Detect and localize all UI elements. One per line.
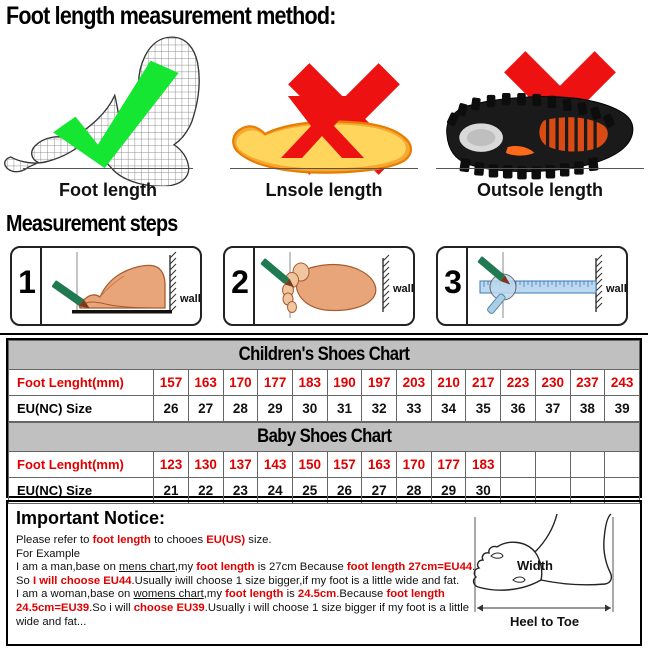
svg-text:wall: wall xyxy=(179,293,201,305)
svg-text:Heel to Toe: Heel to Toe xyxy=(510,614,579,629)
svg-text:wall: wall xyxy=(605,283,627,295)
svg-text:Width: Width xyxy=(517,558,553,573)
svg-text:wall: wall xyxy=(392,283,414,295)
